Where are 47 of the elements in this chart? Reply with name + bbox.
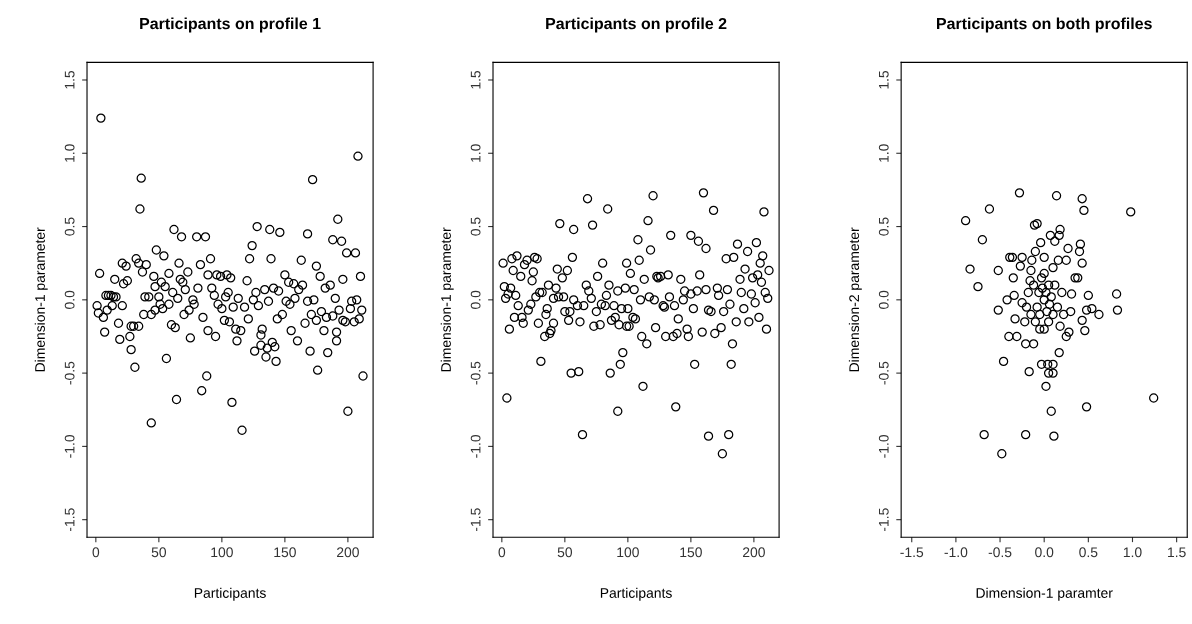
x-tick-label: 1.5 (1168, 547, 1186, 558)
y-axis-title: Dimension-2 parameter (848, 227, 862, 372)
y-tick-label: 0.5 (878, 217, 889, 236)
x-tick-label: 50 (151, 547, 167, 558)
x-tick-label: -1.0 (944, 547, 968, 558)
y-tick-label: 0.0 (470, 290, 481, 309)
x-tick-label: 1.0 (1123, 547, 1142, 558)
y-tick-label: -1.0 (64, 434, 75, 458)
x-axis-title: Participants (600, 587, 672, 601)
y-tick-label: 0.5 (64, 217, 75, 236)
x-tick-label: -0.5 (988, 547, 1012, 558)
x-axis-title: Dimension-1 paramter (976, 587, 1113, 601)
y-tick-label: -1.0 (470, 434, 481, 458)
x-tick-label: 200 (743, 547, 765, 558)
y-tick-label: -1.5 (64, 508, 75, 532)
x-axis-title: Participants (194, 587, 266, 601)
x-tick-label: -1.5 (900, 547, 924, 558)
chart-title: Participants on profile 2 (546, 17, 727, 33)
y-axis-title: Dimension-1 parameter (34, 227, 48, 372)
x-tick-label: 150 (680, 547, 702, 558)
y-tick-label: -0.5 (64, 361, 75, 385)
y-tick-label: -0.5 (878, 361, 889, 385)
y-tick-label: 1.5 (470, 70, 481, 89)
y-tick-label: 1.5 (64, 70, 75, 89)
chart-title: Participants on profile 1 (140, 17, 321, 33)
x-tick-label: 0.0 (1035, 547, 1054, 558)
y-tick-label: 0.0 (878, 290, 889, 309)
x-tick-label: 200 (337, 547, 359, 558)
x-tick-label: 50 (557, 547, 573, 558)
x-tick-label: 100 (211, 547, 233, 558)
x-tick-label: 100 (617, 547, 639, 558)
x-tick-label: 0 (498, 547, 506, 558)
y-tick-label: 1.5 (878, 70, 889, 89)
x-tick-label: 0 (92, 547, 100, 558)
y-tick-label: 1.0 (878, 144, 889, 162)
y-tick-label: 1.0 (470, 144, 481, 162)
y-tick-label: -1.0 (878, 434, 889, 458)
chart-title: Participants on both profiles (937, 17, 1152, 33)
y-tick-label: -1.5 (470, 508, 481, 532)
x-tick-label: 0.5 (1079, 547, 1098, 558)
y-tick-label: 1.0 (64, 144, 75, 162)
y-tick-label: -0.5 (470, 361, 481, 385)
x-tick-label: 150 (274, 547, 296, 558)
y-tick-label: 0.0 (64, 290, 75, 309)
y-tick-label: -1.5 (878, 508, 889, 532)
y-tick-label: 0.5 (470, 217, 481, 236)
y-axis-title: Dimension-1 parameter (440, 227, 454, 372)
